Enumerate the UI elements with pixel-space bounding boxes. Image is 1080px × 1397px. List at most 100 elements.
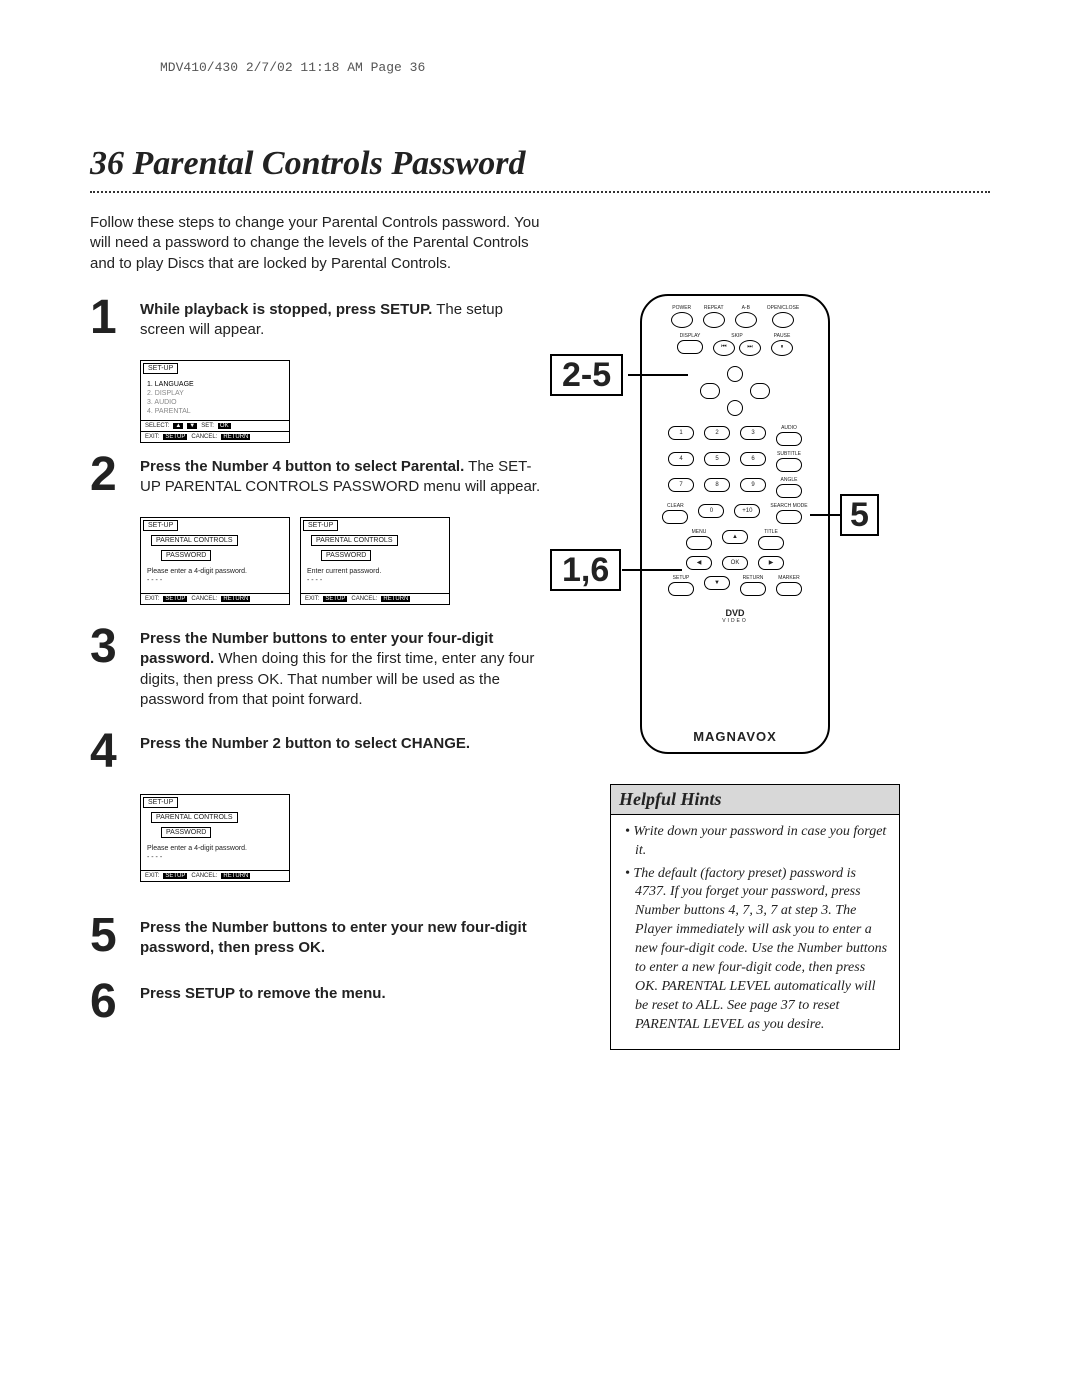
remote-label: A-B [742, 306, 750, 311]
osd-cancel: CANCEL: [191, 596, 217, 602]
osd-exit: EXIT: [305, 596, 319, 602]
remote-label: SUBTITLE [777, 452, 801, 457]
osd-password-change: SET-UP PARENTAL CONTROLS PASSWORD Please… [140, 794, 290, 882]
transport-pad [690, 366, 780, 416]
osd-h1: SET-UP [143, 520, 178, 531]
osd-h2: PARENTAL CONTROLS [151, 535, 238, 546]
remote-label: DISPLAY [680, 334, 701, 339]
remote-label: POWER [672, 306, 691, 311]
osd-cancel: CANCEL: [351, 596, 377, 602]
hints-title: Helpful Hints [611, 785, 899, 815]
step-number: 4 [90, 728, 140, 776]
dvd-logo: DVD [722, 608, 748, 618]
step-bold: Press the Number buttons to enter your n… [140, 919, 527, 956]
num-3-button: 3 [740, 426, 766, 440]
title-button [758, 536, 784, 550]
callout-1-6: 1,6 [550, 549, 621, 591]
osd-h3: PASSWORD [161, 827, 211, 838]
step-body: While playback is stopped, press SETUP. … [140, 294, 550, 342]
subtitle-button [776, 458, 802, 472]
arrow-up-button: ▲ [722, 530, 748, 544]
num-9-button: 9 [740, 478, 766, 492]
step-body: Press the Number buttons to enter your n… [140, 912, 550, 960]
hint-item: The default (factory preset) password is… [625, 865, 889, 1035]
osd-item: 4. PARENTAL [147, 407, 283, 416]
stop-button [727, 400, 743, 416]
angle-button [776, 484, 802, 498]
osd-dots: - - - - [307, 576, 443, 585]
osd-cancel: CANCEL: [191, 873, 217, 879]
power-button [671, 312, 693, 328]
print-header: MDV410/430 2/7/02 11:18 AM Page 36 [160, 60, 990, 75]
osd-header: SET-UP [143, 363, 178, 374]
num-plus10-button: +10 [734, 504, 760, 518]
brand-logo: MAGNAVOX [693, 729, 777, 744]
osd-ok: OK [218, 423, 231, 429]
audio-button [776, 432, 802, 446]
step-number: 5 [90, 912, 140, 960]
skip-prev-button: ⏮ [713, 340, 735, 356]
num-2-button: 2 [704, 426, 730, 440]
osd-setup-menu: SET-UP 1. LANGUAGE 2. DISPLAY 3. AUDIO 4… [140, 360, 290, 443]
step-6: 6 Press SETUP to remove the menu. [90, 978, 550, 1026]
helpful-hints-box: Helpful Hints Write down your password i… [610, 784, 900, 1050]
osd-password-new: SET-UP PARENTAL CONTROLS PASSWORD Please… [140, 517, 290, 605]
osd-h2: PARENTAL CONTROLS [311, 535, 398, 546]
num-0-button: 0 [698, 504, 724, 518]
step-5: 5 Press the Number buttons to enter your… [90, 912, 550, 960]
osd-return: RETURN [221, 434, 250, 440]
num-8-button: 8 [704, 478, 730, 492]
osd-setup: SETUP [163, 873, 187, 879]
step-bold: Press SETUP to remove the menu. [140, 985, 386, 1002]
remote-label: AUDIO [781, 426, 797, 431]
osd-h2: PARENTAL CONTROLS [151, 812, 238, 823]
remote-label: SEARCH MODE [770, 504, 807, 509]
dotted-rule [90, 191, 990, 193]
osd-footer-label: SELECT: [145, 423, 169, 429]
callout-line [628, 374, 688, 376]
open-close-button [772, 312, 794, 328]
page-number: 36 [90, 145, 124, 182]
num-1-button: 1 [668, 426, 694, 440]
clear-button [662, 510, 688, 524]
skip-next-button: ⏭ [739, 340, 761, 356]
osd-body-text: Enter current password. [307, 567, 443, 576]
step-body: Press the Number 4 button to select Pare… [140, 451, 550, 499]
osd-item: 2. DISPLAY [147, 389, 283, 398]
hint-item: Write down your password in case you for… [625, 823, 889, 861]
remote-label: PAUSE [774, 334, 791, 339]
callout-line [810, 514, 840, 516]
num-4-button: 4 [668, 452, 694, 466]
display-button [677, 340, 703, 354]
osd-exit: EXIT: [145, 873, 159, 879]
num-5-button: 5 [704, 452, 730, 466]
osd-setup: SETUP [163, 434, 187, 440]
step-bold: Press the Number 2 button to select CHAN… [140, 735, 470, 752]
osd-body-text: Please enter a 4-digit password. [147, 567, 283, 576]
step-number: 1 [90, 294, 140, 342]
remote-label: SKIP [731, 334, 742, 339]
osd-h3: PASSWORD [161, 550, 211, 561]
arrow-down-button: ▼ [704, 576, 730, 590]
osd-h1: SET-UP [303, 520, 338, 531]
osd-dots: - - - - [147, 576, 283, 585]
remote-label: ANGLE [781, 478, 798, 483]
marker-button [776, 582, 802, 596]
ffwd-button [750, 383, 770, 399]
osd-setup: SETUP [323, 596, 347, 602]
setup-button [668, 582, 694, 596]
remote-label: OPEN/CLOSE [767, 306, 800, 311]
page-title: 36 Parental Controls Password [90, 145, 990, 183]
ok-button: OK [722, 556, 748, 570]
osd-h3: PASSWORD [321, 550, 371, 561]
remote-label: RETURN [743, 576, 764, 581]
page-title-text: Parental Controls Password [133, 145, 526, 182]
step-number: 2 [90, 451, 140, 499]
remote-control: POWER REPEAT A-B OPEN/CLOSE DISPLAY SKIP… [640, 294, 830, 754]
steps-column: 1 While playback is stopped, press SETUP… [90, 294, 550, 1050]
osd-item: 1. LANGUAGE [147, 380, 283, 389]
step-number: 3 [90, 623, 140, 710]
osd-password-current: SET-UP PARENTAL CONTROLS PASSWORD Enter … [300, 517, 450, 605]
osd-footer-label: CANCEL: [191, 434, 217, 440]
osd-footer-label: EXIT: [145, 434, 159, 440]
